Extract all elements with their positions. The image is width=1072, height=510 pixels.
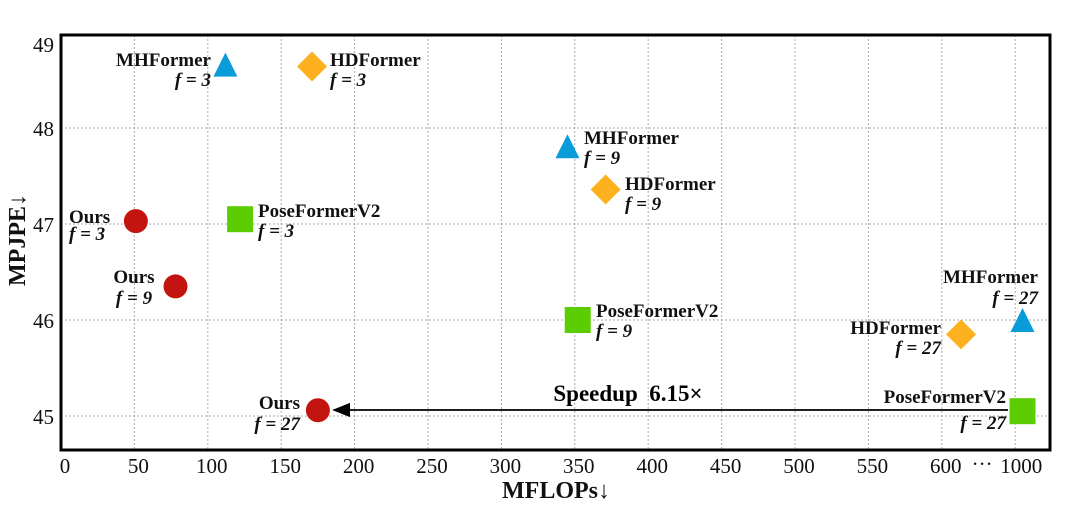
point-label-frames: f = 3 [175,70,211,91]
point-label-name: PoseFormerV2 [258,201,380,222]
triangle-marker [555,134,580,159]
data-point-poseformerv2-27: PoseFormerV2 f = 27 [884,387,1036,434]
x-tick-label: 150 [269,454,301,478]
x-tick-label: 100 [196,454,228,478]
point-label-name: PoseFormerV2 [884,387,1006,408]
x-tick-label: 600 [930,454,962,478]
point-label-frames: f = 9 [596,321,633,342]
speedup-text: Speedup 6.15× [553,381,702,406]
axis-break-symbol: ··· [972,452,993,476]
point-label-name: MHFormer [584,128,680,149]
point-label-name: MHFormer [116,50,212,71]
circle-marker [163,274,188,299]
point-label-name: Ours [259,393,300,414]
point-label-name: HDFormer [850,318,941,339]
point-label-name: PoseFormerV2 [596,301,718,322]
triangle-marker [1010,307,1035,332]
x-tick-label: 450 [710,454,742,478]
square-marker [227,206,254,233]
point-label-frames: f = 9 [625,194,662,215]
x-tick-label: 250 [416,454,448,478]
diamond-marker [946,319,977,350]
x-tick-label: 200 [343,454,375,478]
x-tick-label: 50 [128,454,149,478]
x-tick-label: 0 [60,454,71,478]
circle-marker [123,209,148,234]
point-label-frames: f = 3 [69,224,105,245]
point-label-name: MHFormer [943,267,1039,288]
y-tick-label: 46 [33,309,54,333]
x-tick-label: 500 [783,454,815,478]
point-label-frames: f = 27 [895,338,942,359]
speedup-annotation: Speedup 6.15× [332,381,1008,418]
diamond-marker [590,174,621,205]
x-tick-label: 350 [563,454,595,478]
triangle-marker [213,52,238,77]
y-tick-label: 49 [33,33,54,57]
point-label-frames: f = 9 [584,148,621,169]
x-tick-label: 400 [636,454,668,478]
circle-marker [305,398,330,423]
point-label-frames: f = 27 [960,413,1007,434]
x-tick-label: 300 [490,454,522,478]
point-label-frames: f = 3 [330,70,366,91]
y-tick-label: 45 [33,405,54,429]
x-tick-label: 550 [857,454,889,478]
point-label-frames: f = 27 [254,414,301,435]
plot-frame [59,33,1052,452]
point-label-frames: f = 3 [258,221,294,242]
point-label-name: Ours [113,267,154,288]
y-tick-label: 48 [33,117,54,141]
point-label-frames: f = 27 [992,288,1039,309]
point-label-name: Ours [69,207,110,228]
tick-labels: 0 50 100 150 200 250 300 350 400 450 500 550 600 1000… [33,33,1042,478]
square-marker [1009,398,1036,425]
point-label-frames: f = 9 [116,288,153,309]
x-axis-label: MFLOPs↓ [502,478,610,504]
point-label-name: HDFormer [625,174,716,195]
y-axis-label: MPJPE↓ [5,194,31,286]
point-label-name: HDFormer [330,50,421,71]
square-marker [564,307,591,333]
grid [61,35,1050,450]
y-tick-label: 47 [33,213,54,237]
x-tick-label: 1000 [1000,454,1042,478]
diamond-marker [297,51,328,82]
